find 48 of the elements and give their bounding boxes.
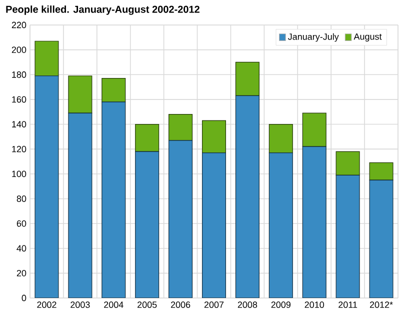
bar bbox=[135, 124, 160, 152]
bar bbox=[168, 114, 193, 141]
y-tick-label: 200 bbox=[12, 46, 26, 53]
x-tick-label: 2007 bbox=[204, 302, 224, 308]
y-tick-label: 100 bbox=[12, 170, 26, 178]
bar bbox=[34, 76, 59, 298]
bar bbox=[268, 152, 293, 298]
bar bbox=[135, 151, 160, 298]
y-tick-label: 140 bbox=[12, 121, 26, 128]
bar bbox=[369, 180, 394, 298]
bar bbox=[268, 124, 293, 154]
x-tick-label: 2009 bbox=[271, 302, 290, 308]
y-tick-label: 180 bbox=[12, 71, 26, 78]
bar bbox=[68, 112, 92, 298]
bar bbox=[34, 40, 59, 76]
bar bbox=[235, 62, 260, 96]
y-tick-label: 40 bbox=[16, 245, 26, 252]
bar bbox=[102, 102, 126, 298]
x-tick-label: 2003 bbox=[70, 302, 90, 308]
x-tick-label: 2011 bbox=[338, 302, 358, 308]
y-tick-label: 160 bbox=[12, 96, 26, 103]
bar bbox=[302, 146, 326, 298]
bar bbox=[336, 151, 360, 176]
y-tick-label: 120 bbox=[12, 146, 26, 152]
bar bbox=[68, 76, 92, 114]
bar bbox=[369, 162, 394, 180]
bar bbox=[202, 120, 226, 154]
bar bbox=[235, 95, 260, 298]
bar bbox=[302, 112, 326, 147]
bar bbox=[102, 78, 126, 102]
x-tick-label: 2005 bbox=[138, 302, 157, 308]
chart-title: People killed. January-August 2002-2012 bbox=[6, 6, 200, 15]
bar bbox=[202, 152, 226, 298]
legend-label: January-July bbox=[288, 33, 339, 42]
y-tick-label: 60 bbox=[16, 220, 26, 227]
legend-label: August bbox=[354, 33, 382, 42]
x-tick-label: 2012* bbox=[370, 302, 393, 308]
bar bbox=[168, 140, 193, 298]
y-tick-label: 80 bbox=[16, 196, 26, 202]
x-tick-label: 2010 bbox=[304, 302, 324, 308]
bar bbox=[336, 174, 360, 298]
y-tick-label: 0 bbox=[22, 294, 26, 302]
y-tick-label: 20 bbox=[16, 270, 26, 276]
x-tick-label: 2008 bbox=[238, 302, 258, 308]
x-tick-label: 2004 bbox=[104, 302, 124, 308]
x-tick-label: 2002 bbox=[37, 302, 56, 308]
y-tick-label: 220 bbox=[12, 22, 26, 28]
x-tick-label: 2006 bbox=[170, 302, 190, 308]
